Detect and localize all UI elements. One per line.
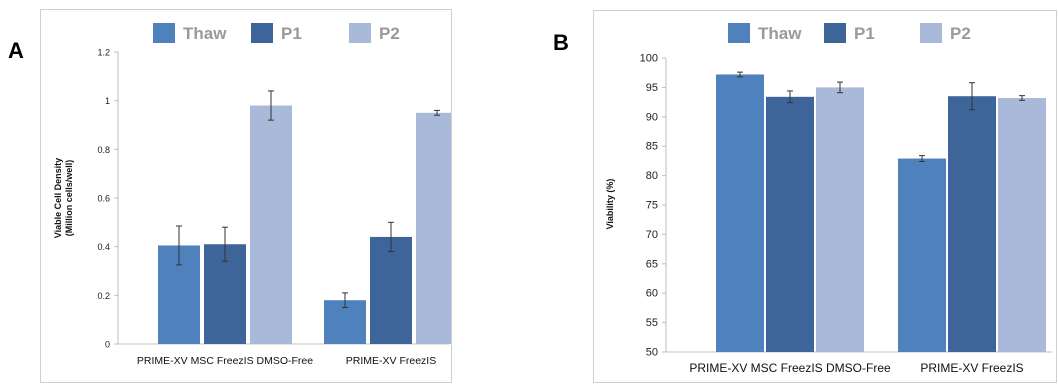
chart-b-y-tick-label: 65	[646, 258, 658, 270]
chart-b-y-tick-label: 85	[646, 141, 658, 153]
chart-b-y-tick-label: 60	[646, 288, 658, 300]
chart-a-bar	[250, 105, 292, 345]
chart-a-legend-swatch	[349, 23, 371, 43]
chart-a-y-tick-label: 0.6	[97, 194, 110, 204]
chart-b-legend-swatch	[920, 23, 942, 43]
panel-label-b: B	[553, 30, 569, 55]
chart-b-legend-swatch	[824, 23, 846, 43]
chart-a-y-axis-unit: (Million cells/well)	[64, 160, 74, 237]
chart-a: 0 0.2 0.4 0.6 0.8 1 1.2 Viable Cell Density (Mil…	[53, 23, 458, 367]
chart-a-legend-swatch	[153, 23, 175, 43]
chart-b-category-label: PRIME-XV MSC FreezIS DMSO-Free	[689, 361, 891, 375]
chart-b-bar	[716, 74, 764, 353]
chart-b-bar	[816, 87, 864, 353]
chart-a-y-tick-label: 1	[105, 96, 110, 106]
chart-a-frame: 0 0.2 0.4 0.6 0.8 1 1.2 Viable Cell Density (Mil…	[40, 9, 458, 383]
chart-a-y-tick-label: 1.2	[97, 48, 110, 58]
chart-a-bar	[370, 236, 412, 344]
chart-b-legend-label: P2	[950, 24, 971, 43]
chart-a-category-label: PRIME-XV FreezIS	[346, 355, 436, 367]
chart-a-y-tick-label: 0.2	[97, 291, 110, 301]
panel-label-a: A	[8, 38, 24, 63]
chart-b-bar	[766, 96, 814, 352]
chart-b-y-tick-label: 70	[646, 229, 658, 241]
chart-a-legend-label: P2	[379, 24, 400, 43]
chart-a-category-label: PRIME-XV MSC FreezIS DMSO-Free	[137, 355, 313, 367]
chart-b-y-tick-label: 95	[646, 82, 658, 94]
chart-a-legend-swatch	[251, 23, 273, 43]
chart-b-bar	[898, 158, 946, 352]
chart-a-y-tick-label: 0.8	[97, 145, 110, 155]
chart-b-y-tick-label: 80	[646, 170, 658, 182]
chart-a-y-tick-label: 0.4	[97, 242, 110, 252]
chart-b-y-tick-label: 50	[646, 347, 658, 359]
chart-b-y-axis-title: Viability (%)	[605, 179, 615, 230]
chart-b-legend-swatch	[728, 23, 750, 43]
chart-b-legend-label: P1	[854, 24, 875, 43]
chart-b-category-label: PRIME-XV FreezIS	[920, 361, 1023, 375]
chart-b-bar	[998, 97, 1046, 352]
chart-b: 50 55 60 65 70 75 80 85 90 95 100 Viability (%) Thaw…	[605, 23, 1052, 375]
chart-b-y-tick-label: 90	[646, 111, 658, 123]
chart-a-bar	[416, 112, 458, 344]
chart-a-legend-label: P1	[281, 24, 302, 43]
chart-a-y-axis-title: Viable Cell Density	[53, 158, 63, 238]
chart-a-y-tick-label: 0	[105, 340, 110, 350]
chart-b-frame: 50 55 60 65 70 75 80 85 90 95 100 Viability (%) Thaw…	[593, 10, 1057, 383]
chart-b-bar	[948, 96, 996, 352]
chart-a-legend-label: Thaw	[183, 24, 227, 43]
chart-b-y-tick-label: 100	[640, 53, 658, 65]
chart-b-legend-label: Thaw	[758, 24, 802, 43]
chart-b-y-tick-label: 55	[646, 317, 658, 329]
chart-b-y-tick-label: 75	[646, 200, 658, 212]
